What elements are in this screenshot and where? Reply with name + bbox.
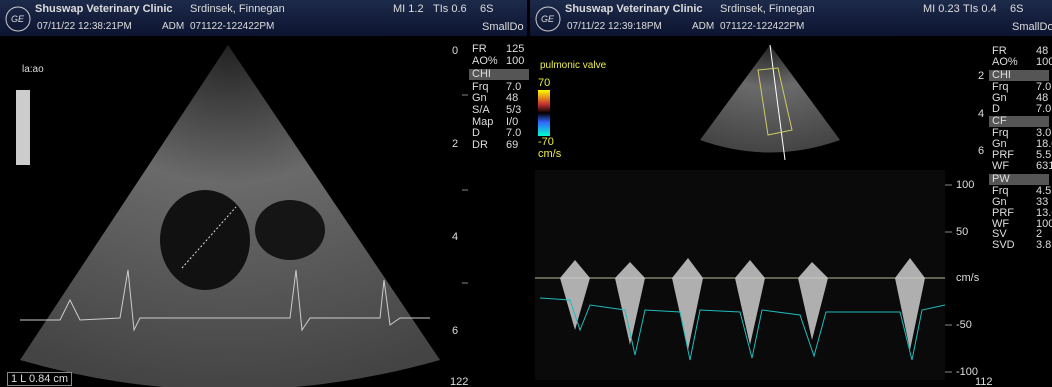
velocity-label: -50 [956,319,972,331]
param-value: I/0 [506,116,518,128]
depth-bottom: 122 [450,376,468,387]
operator: ADM [692,21,714,33]
exam-id: 071122-122422PM [190,21,274,33]
param-key: Frq [472,81,489,93]
depth-label: 0 [452,45,458,57]
color-bar [538,90,550,136]
logo-text: GE [11,13,24,25]
param-value: 631 [1036,160,1052,172]
param-section: PW [992,173,1010,185]
param-key: S/A [472,104,490,116]
param-value: 7.0 [506,81,521,93]
param-value: 5/3 [506,104,521,116]
param-key: DR [472,139,488,151]
logo-text: GE [541,13,554,25]
preset: SmallDog [1012,21,1052,33]
image-label: la:ao [22,64,44,76]
param-section: CHI [472,68,491,80]
param-value: 3.8 [1036,239,1051,251]
page: {"left":{"header":{"clinic":"Shuswap Vet… [0,0,1052,387]
param-value: 100 [1036,56,1052,68]
velocity-label: cm/s [956,272,979,284]
clinic-name: Shuswap Veterinary Clinic [35,3,173,15]
measurement: 1 L 0.84 cm [7,372,72,386]
velocity-label: 50 [956,226,968,238]
images [0,0,1052,387]
clinic-name: Shuswap Veterinary Clinic [565,3,703,15]
param-value: 100 [506,55,524,67]
depth-label: 6 [978,145,984,157]
param-section: CHI [992,69,1011,81]
probe: 6S [480,3,493,15]
param-value: 7.0 [506,127,521,139]
param-key: Gn [472,92,487,104]
patient-name: Srdinsek, Finnegan [190,3,285,15]
param-key: AO% [992,56,1018,68]
date-time: 07/11/22 12:39:18PM [567,21,662,33]
param-key: D [992,103,1000,115]
depth-label: 2 [452,138,458,150]
param-key: Map [472,116,493,128]
param-value: 69 [506,139,518,151]
depth-label: 2 [978,70,984,82]
param-key: FR [472,43,487,55]
velocity-bottom: 112 [975,376,993,387]
param-key: D [472,127,480,139]
chamber [255,200,325,260]
tis-value: TIs 0.6 [433,3,467,15]
color-unit: cm/s [538,148,561,160]
body: 1 L 0.84 cm GE Shuswap Veterinary Clinic 0… [0,0,1052,387]
depth-label: 4 [452,231,458,243]
exam-id: 071122-122422PM [720,21,804,33]
color-min: -70 [538,136,554,148]
param-section: CF [992,115,1007,127]
probe: 6S [1010,3,1023,15]
mi-value: MI 0.23 [923,3,960,15]
operator: ADM [162,21,184,33]
mi-value: MI 1.2 [393,3,424,15]
param-key: AO% [472,55,498,67]
chamber [160,190,250,290]
patient-name: Srdinsek, Finnegan [720,3,815,15]
depth-label: 4 [978,108,984,120]
date-time: 07/11/22 12:38:21PM [37,21,132,33]
param-value: 48 [506,92,518,104]
param-key: WF [992,160,1009,172]
preset: SmallDo [482,21,524,33]
color-max: 70 [538,77,550,89]
screen: 1 L 0.84 cm GE Shuswap Veterinary Clinic 0… [0,0,1052,387]
velocity-label: 100 [956,179,974,191]
image-label: pulmonic valve [540,60,606,72]
param-value: 7.0 [1036,103,1051,115]
sector-image [700,45,840,153]
depth-label: 6 [452,325,458,337]
param-key: SVD [992,239,1015,251]
tis-value: TIs 0.4 [963,3,997,15]
param-value: 125 [506,43,524,55]
gray-bar [16,90,30,165]
